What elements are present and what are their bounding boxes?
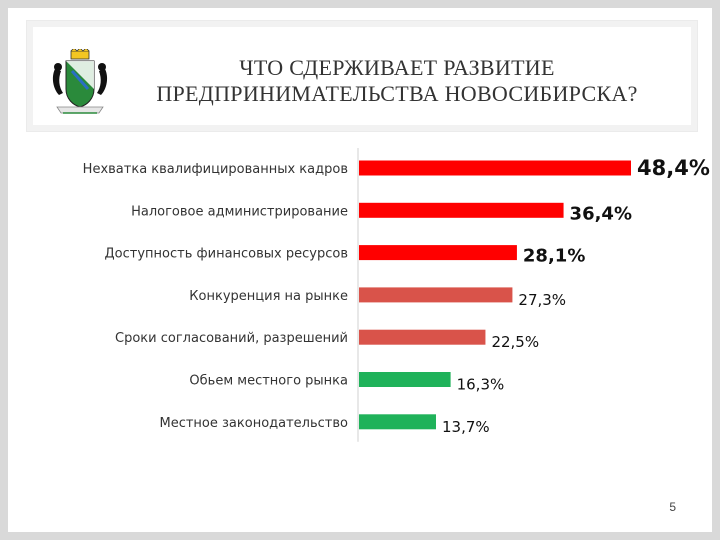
novosibirsk-coat-of-arms-icon	[52, 49, 108, 114]
title-line-1: ЧТО СДЕРЖИВАЕТ РАЗВИТИЕ	[239, 55, 555, 80]
category-label: Доступность финансовых ресурсов	[105, 247, 348, 262]
bar	[359, 245, 517, 261]
category-label: Налоговое администрирование	[131, 204, 348, 219]
title-inner: ЧТО СДЕРЖИВАЕТ РАЗВИТИЕ ПРЕДПРИНИМАТЕЛЬС…	[33, 27, 691, 125]
bar	[359, 202, 564, 218]
bar	[359, 287, 513, 303]
category-label: Конкуренция на рынке	[189, 289, 348, 304]
value-label: 22,5%	[491, 333, 539, 351]
value-label: 36,4%	[570, 203, 632, 224]
bar	[359, 414, 436, 430]
category-label: Сроки согласований, разрешений	[115, 331, 348, 346]
value-label: 48,4%	[637, 156, 710, 180]
value-label: 16,3%	[457, 376, 505, 394]
bar	[359, 329, 486, 345]
value-label: 27,3%	[518, 291, 566, 309]
page-number: 5	[669, 500, 676, 514]
title-band: ЧТО СДЕРЖИВАЕТ РАЗВИТИЕ ПРЕДПРИНИМАТЕЛЬС…	[26, 20, 698, 132]
slide-title: ЧТО СДЕРЖИВАЕТ РАЗВИТИЕ ПРЕДПРИНИМАТЕЛЬС…	[123, 55, 671, 107]
category-label: Обьем местного рынка	[189, 374, 348, 389]
value-label: 28,1%	[523, 246, 585, 267]
bar	[359, 160, 631, 176]
value-label: 13,7%	[442, 418, 490, 436]
category-label: Местное законодательство	[160, 416, 349, 431]
bar-chart: Нехватка квалифицированных кадров 48,4% На…	[83, 148, 710, 442]
bar	[359, 372, 451, 387]
title-line-2: ПРЕДПРИНИМАТЕЛЬСТВА НОВОСИБИРСКА?	[156, 81, 638, 106]
slide: ЧТО СДЕРЖИВАЕТ РАЗВИТИЕ ПРЕДПРИНИМАТЕЛЬС…	[8, 8, 712, 532]
category-label: Нехватка квалифицированных кадров	[83, 162, 348, 177]
